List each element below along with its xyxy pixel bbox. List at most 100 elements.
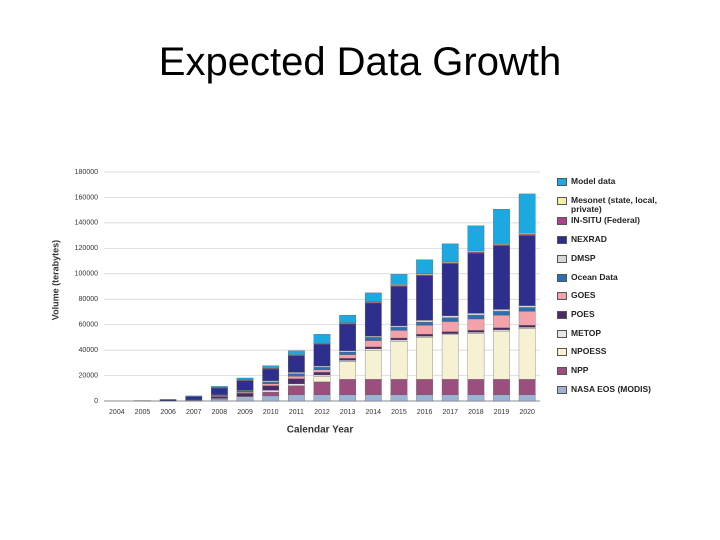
bar-segment xyxy=(416,335,433,338)
legend-swatch xyxy=(557,236,567,245)
bar-segment xyxy=(313,365,331,368)
legend-swatch xyxy=(557,348,567,357)
bar-segment xyxy=(313,376,331,383)
y-tick-label: 0 xyxy=(94,398,98,405)
bar-segment xyxy=(390,394,408,402)
bar-segment xyxy=(339,360,357,362)
bar-segment xyxy=(441,261,459,263)
x-tick-label: 2014 xyxy=(366,409,382,416)
bar-segment xyxy=(518,307,536,312)
bar-segment xyxy=(390,274,408,285)
bar-segment xyxy=(236,380,254,391)
bar-segment xyxy=(262,391,280,397)
bar-segment xyxy=(390,339,408,342)
bar-segment xyxy=(467,332,485,334)
bar-segment xyxy=(364,349,382,380)
bar-segment xyxy=(493,244,510,246)
y-tick-label: 40000 xyxy=(79,347,99,354)
legend-swatch xyxy=(557,385,567,394)
bar-segment xyxy=(518,311,536,326)
bar-segment xyxy=(390,330,408,339)
slide-title: Expected Data Growth xyxy=(158,40,562,84)
legend-entry: NEXRAD xyxy=(557,235,707,245)
legend-swatch xyxy=(557,329,567,338)
bar-segment xyxy=(518,325,536,328)
legend-entry: NPP xyxy=(557,366,707,375)
bar-segment xyxy=(236,397,254,402)
bar-segment xyxy=(467,251,485,254)
bar-segment xyxy=(339,351,357,355)
bar-segment xyxy=(262,383,280,386)
bar-segment xyxy=(390,337,408,341)
bar-segment xyxy=(467,318,485,331)
bar-segment xyxy=(416,259,433,274)
bar-segment xyxy=(236,391,254,394)
bar-segment xyxy=(313,334,331,344)
bar-segment xyxy=(313,372,331,376)
legend-label: GOES xyxy=(571,290,596,301)
legend-label: IN-SITU (Federal) xyxy=(571,215,640,226)
x-tick-label: 2013 xyxy=(340,409,356,416)
x-tick-label: 2015 xyxy=(391,409,407,416)
bar-segment xyxy=(364,302,382,337)
bar-segment xyxy=(262,365,280,369)
bar-segment xyxy=(313,344,331,367)
legend-swatch xyxy=(557,273,567,282)
bar-segment xyxy=(518,193,536,234)
x-tick-label: 2011 xyxy=(289,409,304,416)
x-tick-label: 2008 xyxy=(212,409,228,416)
bar-segment xyxy=(287,373,305,377)
x-tick-label: 2012 xyxy=(314,409,330,416)
bar-segment xyxy=(390,286,408,327)
bar-segment xyxy=(262,390,280,393)
legend-entry: METOP xyxy=(557,327,707,338)
bar-segment xyxy=(313,381,331,395)
bar-segment xyxy=(441,331,459,334)
legend-entry: DMSP xyxy=(557,253,707,263)
y-tick-label: 160000 xyxy=(75,194,98,201)
legend-label: POES xyxy=(571,308,595,319)
bar-segment xyxy=(467,250,485,253)
legend-swatch xyxy=(557,292,567,301)
bar-segment xyxy=(441,321,459,332)
legend-label: METOP xyxy=(571,327,602,338)
bar-segment xyxy=(313,367,331,370)
bar-segment xyxy=(493,327,510,330)
bar-segment xyxy=(313,374,331,377)
bar-segment xyxy=(185,396,203,400)
bar-segment xyxy=(211,398,228,402)
bar-segment xyxy=(441,243,459,262)
bar-segment xyxy=(287,378,305,384)
bar-segment xyxy=(339,350,357,353)
bar-segment xyxy=(236,396,254,398)
bar-segment xyxy=(364,379,382,395)
bar-segment xyxy=(339,394,357,402)
bar-segment xyxy=(236,390,254,393)
bar-segment xyxy=(493,311,510,316)
bar-segment xyxy=(211,388,228,395)
x-tick-label: 2019 xyxy=(494,409,510,416)
legend-entry: Ocean Data xyxy=(557,272,707,282)
bar-segment xyxy=(390,285,408,287)
bar-segment xyxy=(262,385,280,391)
bar-segment xyxy=(364,348,382,351)
bar-segment xyxy=(262,369,280,381)
legend-entry: NASA EOS (MODIS) xyxy=(557,383,707,394)
bar-segment xyxy=(364,346,382,349)
bar-segment xyxy=(467,253,485,314)
legend-label: NASA EOS (MODIS) xyxy=(571,383,651,394)
legend-swatch xyxy=(557,217,567,226)
legend-label: Model data xyxy=(571,176,616,186)
bar-segment xyxy=(364,292,382,302)
bar-segment xyxy=(518,305,536,308)
bar-segment xyxy=(493,379,510,395)
bar-segment xyxy=(416,394,433,402)
bar-segment xyxy=(467,330,485,333)
x-tick-label: 2009 xyxy=(237,409,253,416)
bar-segment xyxy=(518,327,536,329)
legend-swatch xyxy=(557,367,567,375)
bar-segment xyxy=(339,361,357,380)
x-tick-label: 2005 xyxy=(135,409,151,416)
legend-entry: GOES xyxy=(557,290,707,301)
